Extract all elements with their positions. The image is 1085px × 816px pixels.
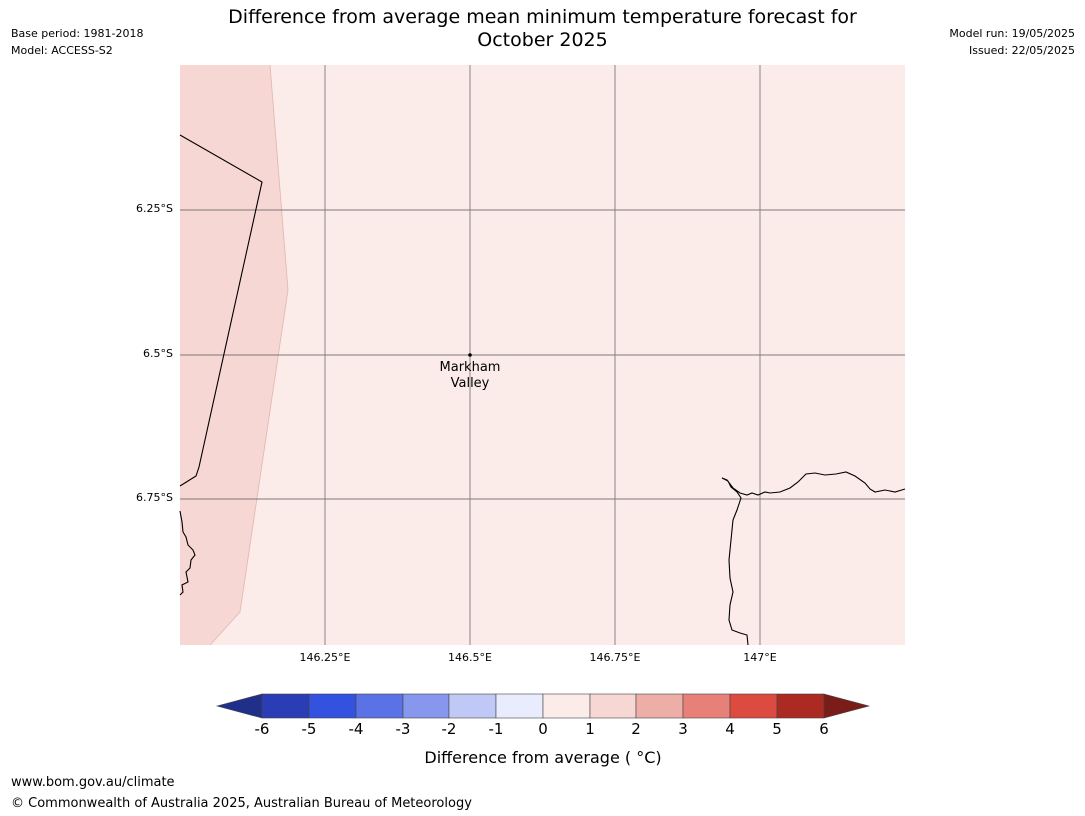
colorbar-tick: 3 [678,720,688,738]
colorbar-bin [729,693,778,719]
lon-label-146-25: 146.25°E [299,651,351,664]
model-run-text: Model run: 19/05/2025 [949,27,1075,40]
colorbar-label: Difference from average ( °C) [424,748,662,767]
footer-copyright: © Commonwealth of Australia 2025, Austra… [11,796,472,811]
coastlines [179,134,906,646]
colorbar-bin [776,693,825,719]
colorbar-tick: 1 [585,720,595,738]
colorbar-tick: -4 [348,720,364,738]
colorbar [215,693,871,719]
gridlines [180,65,905,645]
colorbar-bin [448,693,497,719]
metadata-left: Base period: 1981-2018 Model: ACCESS-S2 [11,25,143,59]
colorbar-bin [261,693,310,719]
lat-label-6-25: 6.25°S [136,202,173,215]
title-line-1: Difference from average mean minimum tem… [228,6,857,28]
colorbar-tick: 0 [538,720,548,738]
province-boundary-line [179,134,263,487]
colorbar-tick: -2 [441,720,457,738]
colorbar-bin [635,693,684,719]
colorbar-extend-low [215,693,263,719]
colorbar-bin [402,693,450,719]
colorbar-tick: 6 [819,720,829,738]
west-coastline [179,510,196,596]
colorbar-tick: -3 [395,720,411,738]
colorbar-tick: 5 [772,720,782,738]
colorbar-bin [682,693,731,719]
model-text: Model: ACCESS-S2 [11,44,113,57]
footer-url: www.bom.gov.au/climate [11,775,175,790]
place-label-markham-valley: Markham Valley [410,360,530,392]
colorbar-tick: -6 [254,720,270,738]
colorbar-tick: 2 [631,720,641,738]
metadata-right: Model run: 19/05/2025 Issued: 22/05/2025 [949,25,1075,59]
colorbar-bin [495,693,544,719]
lon-label-146-75: 146.75°E [589,651,641,664]
lon-label-147: 147°E [743,651,777,664]
colorbar-tick: -1 [488,720,504,738]
colorbar-tick: 4 [725,720,735,738]
colorbar-bin [589,693,637,719]
lat-label-6-75: 6.75°S [136,491,173,504]
east-coastline [721,471,906,646]
anomaly-contour [209,64,289,646]
place-name-line-2: Valley [450,376,490,391]
colorbar-tick: -5 [301,720,317,738]
colorbar-bin [355,693,404,719]
issued-text: Issued: 22/05/2025 [968,44,1075,57]
lat-label-6-5: 6.5°S [143,347,173,360]
colorbar-bin [542,693,591,719]
place-name-line-1: Markham [439,360,501,375]
colorbar-extend-high [823,693,871,719]
colorbar-bin [308,693,357,719]
map-title: Difference from average mean minimum tem… [180,6,905,52]
markham-valley-marker [468,353,472,357]
lon-label-146-5: 146.5°E [448,651,492,664]
title-line-2: October 2025 [477,29,608,51]
base-period-text: Base period: 1981-2018 [11,27,144,40]
